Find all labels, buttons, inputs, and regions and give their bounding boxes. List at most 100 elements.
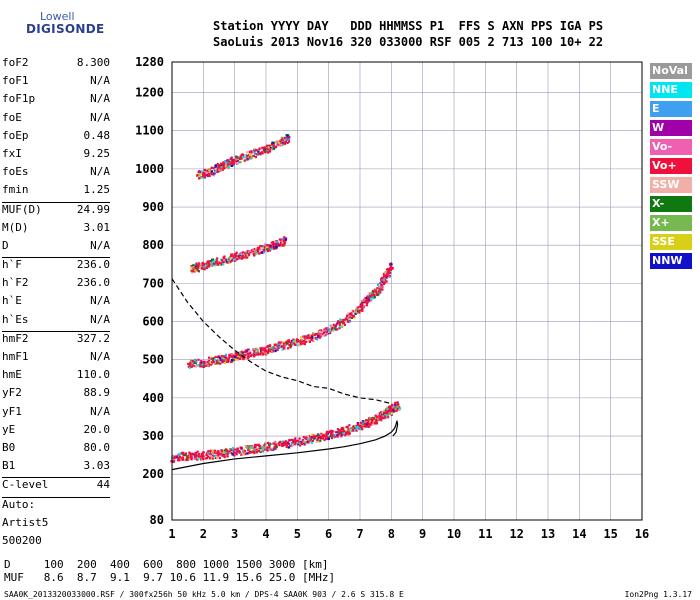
echo-point <box>240 256 243 259</box>
echo-point <box>391 408 394 412</box>
echo-point <box>343 323 347 327</box>
echo-point <box>269 347 272 350</box>
echo-point <box>359 424 362 427</box>
echo-point <box>178 455 182 458</box>
param-row: foF1 N/A <box>2 74 110 92</box>
echo-point <box>381 412 384 416</box>
echo-point <box>281 348 284 351</box>
echo-point <box>264 243 267 246</box>
echo-point <box>201 361 205 364</box>
echo-point <box>300 342 303 345</box>
echo-point <box>285 136 289 139</box>
file-info: SAA0K_2013320033000.RSF / 300fx256h 50 k… <box>4 590 404 599</box>
echo-point <box>257 444 261 447</box>
echo-point <box>367 419 370 422</box>
echo-point <box>356 306 359 309</box>
param-row: D N/A <box>2 239 110 257</box>
echo-point <box>372 417 376 420</box>
echo-point <box>287 137 290 140</box>
echo-point <box>242 448 245 451</box>
param-name: foEs <box>2 165 29 179</box>
echo-point <box>386 416 390 419</box>
echo-point <box>235 258 238 261</box>
echo-point <box>341 324 344 327</box>
echo-point <box>230 360 233 363</box>
echo-point <box>291 339 294 343</box>
echo-point <box>259 447 262 450</box>
echo-point <box>224 258 228 261</box>
echo-point <box>258 248 261 251</box>
echo-point <box>265 349 268 352</box>
echo-point <box>316 438 319 442</box>
echo-point <box>190 266 193 269</box>
distance-row: D 100 200 400 600 800 1000 1500 3000 [km… <box>4 558 329 571</box>
echo-point <box>381 280 384 283</box>
echo-point <box>356 426 359 429</box>
echo-point <box>315 332 318 336</box>
echo-point <box>247 355 250 358</box>
echo-point <box>380 283 383 287</box>
echo-point <box>267 151 270 154</box>
echo-point <box>197 452 200 456</box>
echo-point <box>297 340 300 343</box>
param-name: hmE <box>2 368 22 382</box>
echo-point <box>333 434 336 437</box>
echo-point <box>368 292 371 295</box>
echo-point <box>268 149 271 153</box>
echo-point <box>305 340 308 343</box>
echo-point <box>253 444 257 447</box>
echo-point <box>324 329 328 332</box>
echo-point <box>240 452 243 455</box>
echo-point <box>319 439 322 442</box>
echo-point <box>223 455 226 458</box>
echo-point <box>284 440 287 443</box>
echo-point <box>223 165 226 168</box>
echo-point <box>281 240 284 243</box>
echo-point <box>376 287 379 290</box>
echo-point <box>278 341 281 344</box>
echo-point <box>338 326 341 329</box>
echo-point <box>363 422 367 425</box>
digisonde-logo: Lowell DIGISONDE <box>4 6 104 46</box>
echo-point <box>222 451 225 454</box>
echo-point <box>383 281 386 285</box>
param-name: h`E <box>2 294 22 308</box>
echo-point <box>310 338 313 342</box>
echo-point <box>227 360 230 363</box>
echo-point <box>265 246 268 249</box>
param-row: hmE 110.0 <box>2 368 110 386</box>
echo-point <box>245 251 248 255</box>
echo-point <box>272 243 276 246</box>
echo-point <box>281 442 284 446</box>
param-separator <box>2 477 110 479</box>
echo-point <box>292 338 295 341</box>
echo-point <box>303 335 306 338</box>
echo-point <box>208 457 212 460</box>
echo-point <box>230 164 233 167</box>
echo-point <box>198 177 201 180</box>
echo-point <box>274 443 277 447</box>
echo-point <box>215 362 219 365</box>
echo-point <box>370 421 373 424</box>
echo-point <box>289 438 292 442</box>
param-value: 9.25 <box>83 146 111 160</box>
x-tick-label: 16 <box>635 527 649 541</box>
echo-point <box>385 280 388 283</box>
echo-point <box>218 261 221 264</box>
echo-point <box>278 238 281 241</box>
echo-point <box>188 457 191 460</box>
echo-point <box>190 455 193 459</box>
echo-point <box>257 246 261 249</box>
echo-point <box>327 327 330 331</box>
echo-point <box>205 457 208 460</box>
echo-point <box>205 453 208 457</box>
echo-point <box>271 141 274 144</box>
echo-point <box>370 291 373 295</box>
echo-point <box>305 336 309 339</box>
echo-point <box>323 435 326 438</box>
echo-point <box>232 255 235 258</box>
echo-point <box>371 417 374 420</box>
echo-point <box>214 167 217 170</box>
echo-point <box>322 329 325 332</box>
echo-point <box>388 267 392 270</box>
